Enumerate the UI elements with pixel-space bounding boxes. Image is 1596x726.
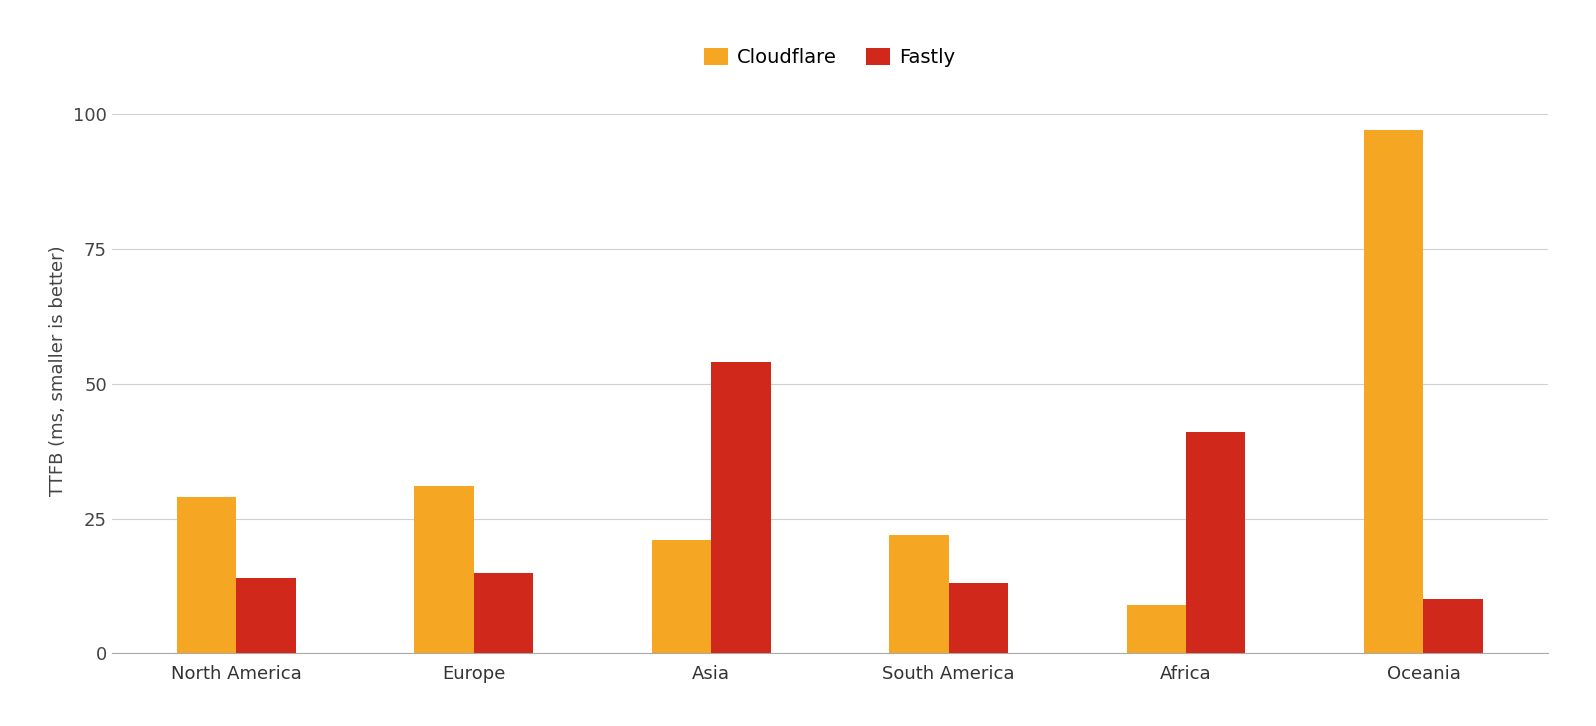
Bar [236,578,295,653]
Y-axis label: TTFB (ms, smaller is better): TTFB (ms, smaller is better) [49,245,67,496]
Legend: Cloudflare, Fastly: Cloudflare, Fastly [696,40,964,75]
Bar [1424,600,1483,653]
Bar [1365,130,1424,653]
Bar [177,497,236,653]
Bar [415,486,474,653]
Bar [651,540,712,653]
Bar [1186,432,1245,653]
Bar [948,583,1009,653]
Bar [1127,605,1186,653]
Bar [889,535,948,653]
Bar [474,573,533,653]
Bar [712,362,771,653]
